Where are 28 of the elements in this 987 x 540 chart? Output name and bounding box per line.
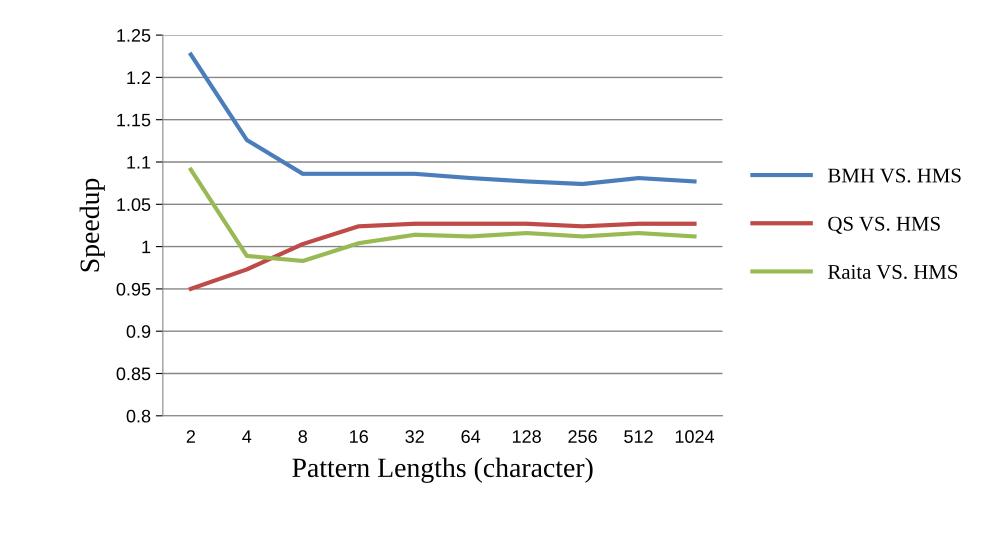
y-tick-label: 0.95 [116, 282, 150, 296]
y-tick-label: 1.15 [117, 114, 150, 126]
x-tick-label: 512 [624, 430, 653, 443]
x-axis-title: Pattern Lengths (character) [292, 458, 593, 483]
y-axis-title: Speedup [80, 178, 105, 272]
line-series [188, 222, 697, 291]
legend-label: BMH VS. HMS [828, 168, 961, 183]
x-tick-label: 256 [568, 430, 597, 443]
x-tick-label: 8 [298, 430, 307, 443]
y-tick-label: 0.85 [116, 367, 150, 380]
x-tick-label: 1024 [676, 430, 714, 443]
x-tick-label: 2 [186, 430, 195, 443]
y-tick-label: 1.1 [127, 156, 150, 169]
legend-label: QS VS. HMS [828, 216, 940, 234]
x-tick-label: 128 [512, 430, 541, 443]
x-tick-label: 64 [462, 430, 480, 443]
y-tick-label: 0.9 [126, 325, 150, 338]
line-series [188, 168, 697, 264]
y-tick-label: 1.25 [117, 29, 150, 42]
x-tick-label: 4 [242, 430, 252, 443]
y-tick-label: 0.8 [126, 410, 150, 423]
x-tick-label: 16 [350, 430, 368, 443]
x-tick-label: 32 [405, 430, 424, 443]
y-tick-label: 1 [142, 240, 150, 254]
legend-label: Raita VS. HMS [828, 264, 958, 280]
y-tick-label: 1.2 [127, 71, 150, 84]
line-series [188, 52, 697, 186]
y-tick-label: 1.05 [117, 198, 150, 212]
